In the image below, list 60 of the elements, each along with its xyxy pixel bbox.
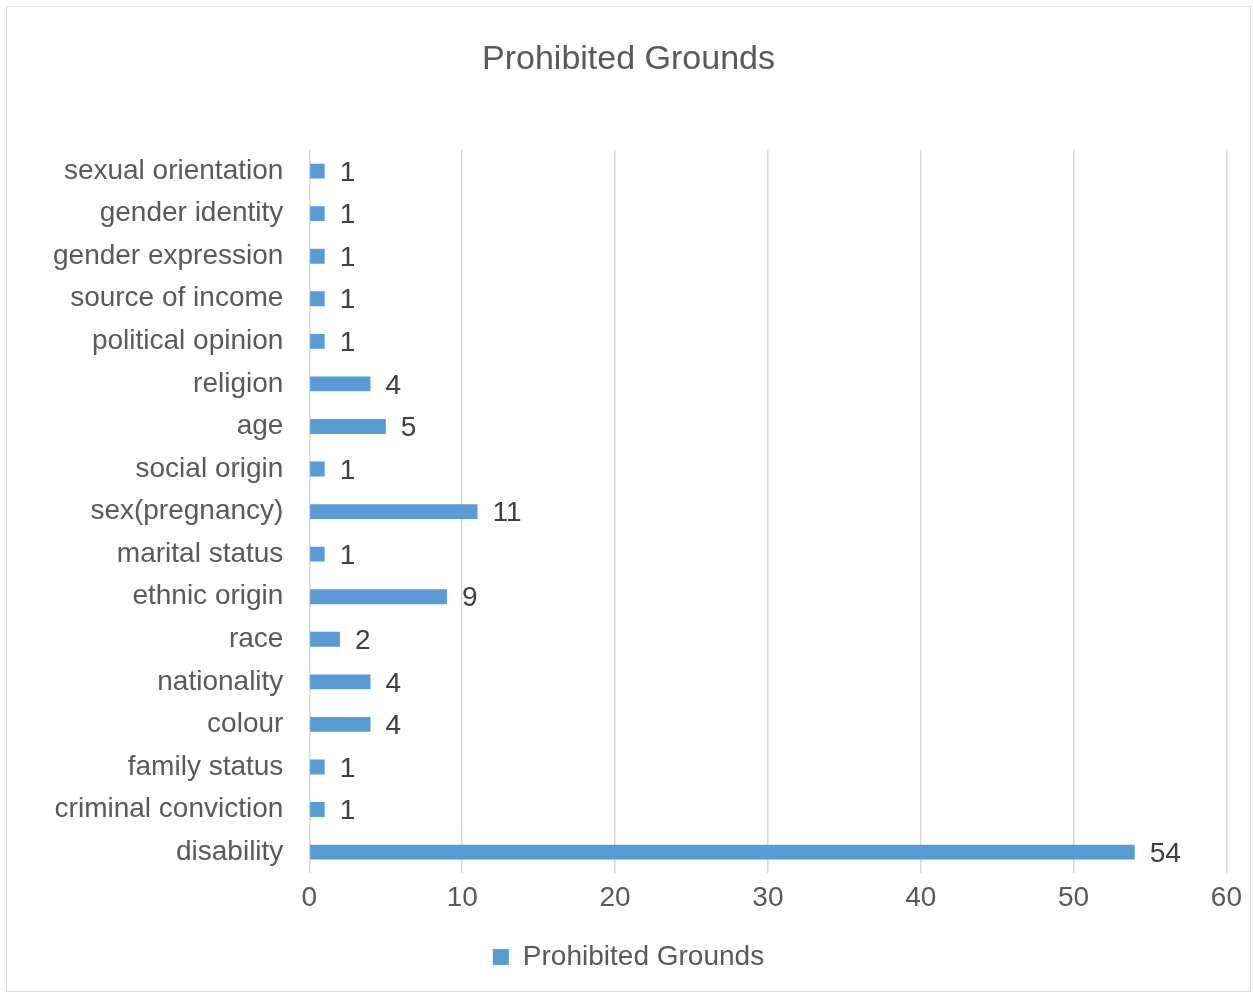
y-tick-label: nationality bbox=[157, 664, 284, 696]
y-tick-label: race bbox=[228, 622, 284, 654]
bar bbox=[310, 631, 340, 647]
bar bbox=[310, 759, 325, 775]
data-label: 1 bbox=[339, 283, 356, 315]
data-label: 2 bbox=[354, 624, 371, 656]
data-label: 1 bbox=[339, 155, 356, 187]
y-tick-label: colour bbox=[207, 707, 284, 739]
bar bbox=[310, 546, 325, 562]
y-tick-label: sexual orientation bbox=[63, 153, 284, 185]
data-label: 4 bbox=[385, 709, 402, 741]
y-tick-label: criminal conviction bbox=[54, 792, 284, 824]
legend-label: Prohibited Grounds bbox=[522, 939, 765, 971]
bar bbox=[310, 844, 1135, 860]
y-tick-label: gender identity bbox=[99, 196, 284, 228]
bar bbox=[310, 419, 386, 434]
x-tick-label: 30 bbox=[752, 880, 784, 912]
y-tick-label: gender expression bbox=[53, 238, 284, 270]
data-label: 9 bbox=[461, 581, 478, 613]
y-tick-label: social origin bbox=[135, 451, 284, 483]
data-label: 1 bbox=[339, 198, 356, 230]
y-tick-label: ethnic origin bbox=[132, 579, 284, 611]
bar bbox=[310, 674, 371, 690]
y-tick-label: source of income bbox=[70, 281, 284, 313]
chart-title: Prohibited Grounds bbox=[482, 37, 775, 76]
bar bbox=[310, 291, 325, 307]
bar bbox=[310, 461, 325, 477]
y-tick-label: disability bbox=[175, 834, 284, 866]
y-tick-label: religion bbox=[193, 366, 284, 398]
y-tick-label: family status bbox=[127, 749, 284, 781]
bar bbox=[310, 802, 325, 817]
x-tick-label: 60 bbox=[1210, 880, 1243, 912]
data-label: 1 bbox=[339, 794, 356, 826]
bar bbox=[310, 206, 325, 222]
data-label: 4 bbox=[385, 666, 402, 698]
data-label: 1 bbox=[339, 538, 356, 570]
data-label: 1 bbox=[339, 326, 356, 358]
data-label: 5 bbox=[400, 411, 417, 443]
y-tick-label: political opinion bbox=[91, 324, 284, 356]
data-label: 4 bbox=[385, 368, 402, 400]
y-tick-label: age bbox=[236, 409, 284, 441]
x-tick-label: 20 bbox=[599, 880, 631, 912]
data-label: 1 bbox=[339, 751, 356, 783]
bar bbox=[310, 333, 325, 349]
data-label: 54 bbox=[1149, 836, 1181, 868]
data-label: 1 bbox=[339, 240, 356, 272]
x-tick-label: 10 bbox=[446, 880, 478, 912]
y-tick-label: sex(pregnancy) bbox=[90, 494, 284, 526]
x-tick-label: 0 bbox=[301, 880, 318, 912]
data-label: 1 bbox=[339, 453, 356, 485]
x-tick-label: 50 bbox=[1058, 880, 1090, 912]
x-tick-label: 40 bbox=[905, 880, 937, 912]
bar bbox=[310, 376, 371, 392]
y-tick-label: marital status bbox=[116, 536, 284, 568]
data-label: 11 bbox=[492, 496, 522, 528]
bar bbox=[310, 716, 371, 732]
bar bbox=[310, 504, 478, 520]
bar bbox=[310, 589, 447, 605]
bar bbox=[310, 163, 325, 179]
bar bbox=[310, 248, 325, 264]
